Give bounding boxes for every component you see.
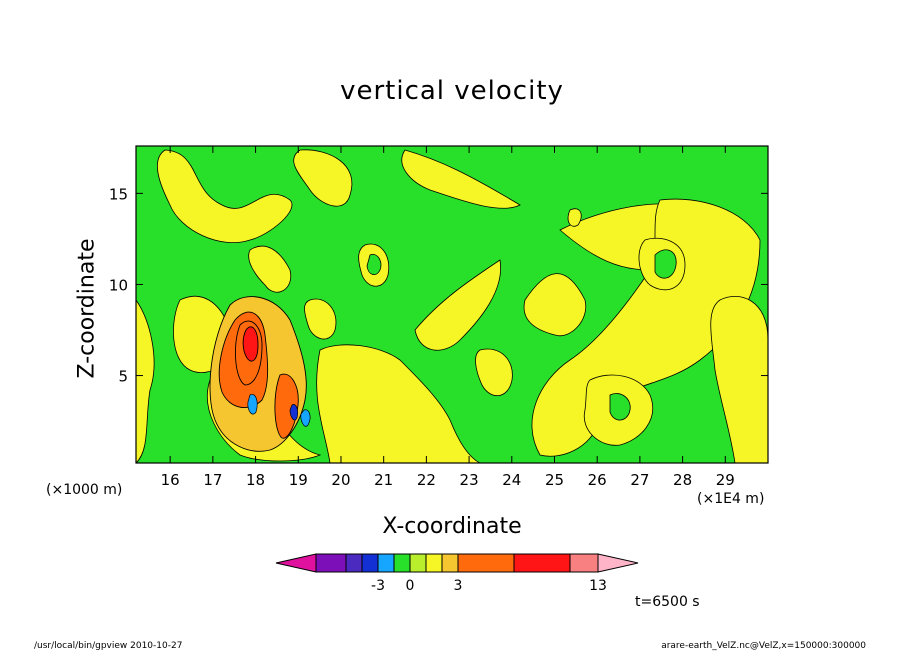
x-tick-label: 28	[673, 471, 692, 489]
colorbar-tick-label: 3	[454, 578, 463, 594]
colorbar-bin	[425, 553, 443, 573]
colorbar-bin	[513, 553, 571, 573]
y-tick-label: 5	[118, 368, 128, 386]
x-tick-label: 27	[630, 471, 649, 489]
x-tick-label: 18	[246, 471, 265, 489]
y-tick-label: 10	[109, 276, 128, 294]
colorbar-bin	[361, 553, 379, 573]
colorbar-bin	[315, 553, 347, 573]
colorbar-tick-label: 13	[589, 578, 607, 594]
green-islands	[366, 249, 677, 421]
x-tick-label: 21	[374, 471, 393, 489]
x-tick-label: 16	[161, 471, 180, 489]
colorbar-under-arrow	[275, 553, 317, 573]
footer-right: arare-earth_VelZ.nc@VelZ,x=150000:300000	[661, 641, 866, 651]
plot-frame	[135, 145, 769, 464]
x-ticks: 16 17 18 19 20 21 22 23 24 25 26 27 28 29	[161, 146, 735, 489]
colorbar-bin	[409, 553, 427, 573]
colorbar-bin	[345, 553, 363, 573]
x-tick-label: 20	[331, 471, 350, 489]
x-tick-label: 24	[502, 471, 521, 489]
x-unit-right: (×1E4 m)	[697, 491, 765, 507]
x-tick-label: 29	[716, 471, 735, 489]
x-axis-label: X-coordinate	[382, 514, 522, 539]
x-unit-left: (×1000 m)	[46, 482, 123, 498]
x-tick-label: 25	[545, 471, 564, 489]
x-tick-label: 17	[203, 471, 222, 489]
time-label: t=6500 s	[635, 594, 700, 610]
colorbar-bin	[441, 553, 459, 573]
colorbar-tick-label: 0	[406, 578, 415, 594]
x-tick-label: 23	[460, 471, 479, 489]
x-tick-label: 22	[417, 471, 436, 489]
colorbar-bin	[457, 553, 515, 573]
colorbar-bin	[377, 553, 395, 573]
yellow-contours	[136, 149, 768, 463]
plot-area	[136, 146, 768, 463]
x-tick-label: 19	[289, 471, 308, 489]
colorbar: -3 0 3 13	[275, 553, 639, 594]
x-tick-label: 26	[588, 471, 607, 489]
chart-title: vertical velocity	[340, 76, 564, 106]
y-ticks: 5 10 15	[109, 185, 768, 386]
updraft-core	[209, 296, 307, 452]
y-tick-label: 15	[109, 185, 128, 203]
colorbar-over-arrow	[597, 553, 639, 573]
colorbar-tick-label: -3	[371, 578, 385, 594]
footer-left: /usr/local/bin/gpview 2010-10-27	[34, 641, 183, 651]
colorbar-bin	[569, 553, 599, 573]
downdraft-blobs	[247, 394, 311, 427]
colorbar-bin	[393, 553, 411, 573]
